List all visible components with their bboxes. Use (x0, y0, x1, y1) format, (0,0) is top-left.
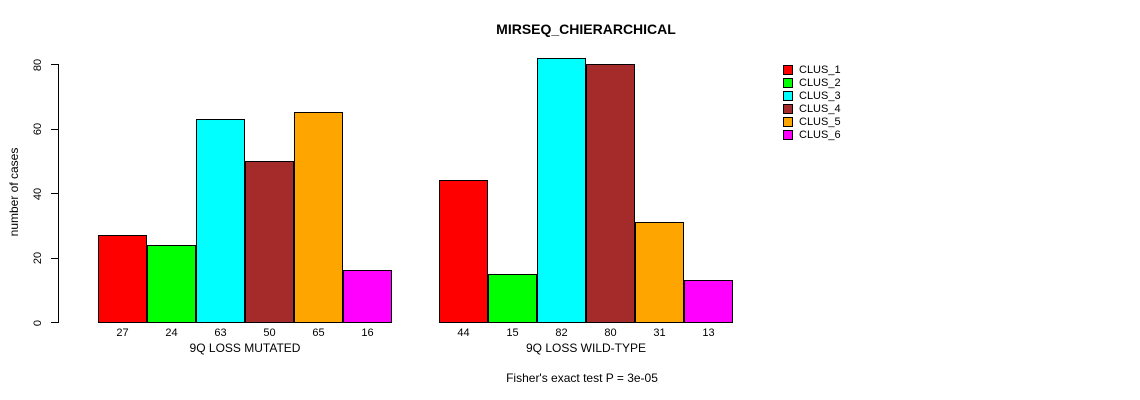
y-tick (51, 257, 58, 259)
legend-row-clus_4: CLUS_4 (783, 102, 841, 115)
bar-value-label: 16 (361, 327, 374, 339)
bar-clus_3-1 (196, 119, 245, 323)
legend-swatch-clus_4 (783, 103, 793, 114)
legend-swatch-clus_5 (783, 116, 793, 127)
legend-swatch-clus_1 (783, 64, 793, 75)
bar-value-label: 31 (653, 327, 666, 339)
legend-label: CLUS_3 (799, 89, 841, 102)
y-tick (51, 128, 58, 130)
legend-label: CLUS_5 (799, 115, 841, 128)
y-axis-title: number of cases (7, 147, 21, 237)
bar-clus_6-2 (684, 280, 733, 323)
legend-row-clus_3: CLUS_3 (783, 89, 841, 102)
x-group-label: 9Q LOSS MUTATED (189, 341, 301, 355)
bar-clus_5-2 (635, 222, 684, 323)
legend-swatch-clus_6 (783, 129, 793, 140)
legend-label: CLUS_2 (799, 76, 841, 89)
y-tick-label: 40 (32, 187, 44, 200)
bar-value-label: 50 (263, 327, 276, 339)
legend-row-clus_1: CLUS_1 (783, 63, 841, 76)
legend-row-clus_2: CLUS_2 (783, 76, 841, 89)
legend-row-clus_6: CLUS_6 (783, 128, 841, 141)
bar-value-label: 15 (506, 327, 519, 339)
bar-clus_6-1 (343, 270, 392, 323)
y-tick-label: 20 (32, 251, 44, 265)
bar-value-label: 63 (214, 327, 227, 339)
y-tick-label: 80 (32, 58, 44, 71)
legend: CLUS_1 CLUS_2 CLUS_3 CLUS_4 CLUS_5 CLUS_6 (783, 63, 841, 141)
bar-clus_5-1 (294, 112, 343, 323)
y-tick (51, 322, 58, 323)
bar-clus_2-1 (147, 245, 196, 323)
annotation-text: Fisher's exact test P = 3e-05 (506, 371, 658, 385)
legend-label: CLUS_6 (799, 128, 841, 141)
bar-value-label: 44 (457, 327, 470, 339)
legend-row-clus_5: CLUS_5 (783, 115, 841, 128)
bar-clus_1-2 (439, 180, 488, 323)
y-tick-label: 0 (32, 319, 44, 326)
bar-clus_4-2 (586, 64, 635, 323)
y-tick-label: 60 (32, 122, 44, 136)
bar-clus_2-2 (488, 274, 537, 323)
bar-value-label: 82 (555, 327, 568, 339)
bar-value-label: 24 (165, 327, 178, 339)
chart-title: MIRSEQ_CHIERARCHICAL (496, 21, 676, 37)
y-tick (51, 64, 58, 65)
bar-value-label: 65 (312, 327, 325, 339)
y-axis-line (58, 64, 59, 323)
bar-clus_1-1 (98, 235, 147, 323)
bar-value-label: 80 (604, 327, 617, 339)
legend-swatch-clus_3 (783, 90, 793, 101)
legend-swatch-clus_2 (783, 77, 793, 88)
bar-value-label: 13 (702, 327, 715, 339)
y-tick (51, 193, 58, 194)
x-group-label: 9Q LOSS WILD-TYPE (525, 341, 647, 355)
legend-label: CLUS_4 (799, 102, 841, 115)
bar-value-label: 27 (116, 327, 129, 339)
bar-clus_4-1 (245, 161, 294, 323)
legend-label: CLUS_1 (799, 63, 841, 76)
bar-clus_3-2 (537, 58, 586, 323)
